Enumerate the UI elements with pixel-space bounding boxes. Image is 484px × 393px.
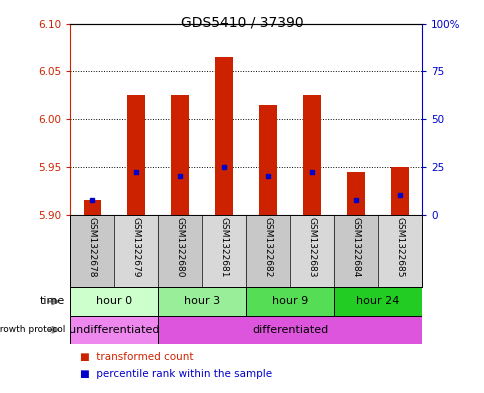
- Text: undifferentiated: undifferentiated: [69, 325, 159, 335]
- Text: GSM1322679: GSM1322679: [132, 217, 140, 277]
- Bar: [70, 215, 114, 287]
- Bar: [245, 287, 333, 316]
- Text: ■  percentile rank within the sample: ■ percentile rank within the sample: [80, 369, 272, 379]
- Text: hour 24: hour 24: [356, 296, 399, 307]
- Bar: [158, 316, 421, 344]
- Text: GSM1322678: GSM1322678: [88, 217, 97, 277]
- Text: hour 0: hour 0: [96, 296, 132, 307]
- Bar: [158, 287, 245, 316]
- Text: GSM1322684: GSM1322684: [351, 217, 360, 277]
- Text: GSM1322685: GSM1322685: [394, 217, 404, 277]
- Bar: [83, 200, 101, 215]
- Bar: [70, 287, 158, 316]
- Bar: [347, 172, 364, 215]
- Text: GSM1322680: GSM1322680: [175, 217, 184, 277]
- Bar: [245, 215, 289, 287]
- Text: GDS5410 / 37390: GDS5410 / 37390: [181, 16, 303, 30]
- Text: GSM1322681: GSM1322681: [219, 217, 228, 277]
- Bar: [114, 215, 158, 287]
- Bar: [289, 215, 333, 287]
- Bar: [127, 95, 145, 215]
- Text: hour 3: hour 3: [184, 296, 220, 307]
- Bar: [302, 95, 320, 215]
- Text: differentiated: differentiated: [252, 325, 328, 335]
- Text: time: time: [40, 296, 65, 307]
- Bar: [333, 215, 377, 287]
- Bar: [259, 105, 276, 215]
- Bar: [70, 316, 158, 344]
- Bar: [391, 167, 408, 215]
- Bar: [333, 287, 421, 316]
- Bar: [158, 215, 202, 287]
- Bar: [171, 95, 189, 215]
- Text: GSM1322683: GSM1322683: [307, 217, 316, 277]
- Text: growth protocol: growth protocol: [0, 325, 65, 334]
- Text: hour 9: hour 9: [272, 296, 307, 307]
- Bar: [202, 215, 245, 287]
- Text: ■  transformed count: ■ transformed count: [80, 352, 193, 362]
- Bar: [377, 215, 421, 287]
- Text: GSM1322682: GSM1322682: [263, 217, 272, 277]
- Bar: [215, 57, 232, 215]
